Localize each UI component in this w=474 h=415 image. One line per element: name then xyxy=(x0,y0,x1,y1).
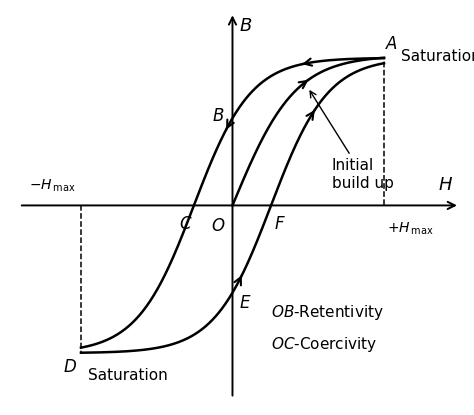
Text: $B$: $B$ xyxy=(239,17,253,36)
Text: $H$: $H$ xyxy=(438,176,453,194)
Text: $\it{OB}$-Retentivity: $\it{OB}$-Retentivity xyxy=(271,303,384,322)
Text: $A$: $A$ xyxy=(385,35,399,53)
Text: $-H_{\,\mathrm{max}}$: $-H_{\,\mathrm{max}}$ xyxy=(29,177,75,194)
Text: $+H_{\,\mathrm{max}}$: $+H_{\,\mathrm{max}}$ xyxy=(387,220,433,237)
Text: $O$: $O$ xyxy=(211,217,226,235)
Text: $C$: $C$ xyxy=(179,215,192,234)
Text: Initial
build up: Initial build up xyxy=(310,91,393,191)
Text: $F$: $F$ xyxy=(274,215,285,234)
Text: $\it{OC}$-Coercivity: $\it{OC}$-Coercivity xyxy=(271,334,377,354)
Text: Saturation: Saturation xyxy=(401,49,474,63)
Text: Saturation: Saturation xyxy=(88,368,168,383)
Text: $E$: $E$ xyxy=(239,294,252,312)
Text: $D$: $D$ xyxy=(63,358,77,376)
Text: $B$: $B$ xyxy=(212,107,224,125)
